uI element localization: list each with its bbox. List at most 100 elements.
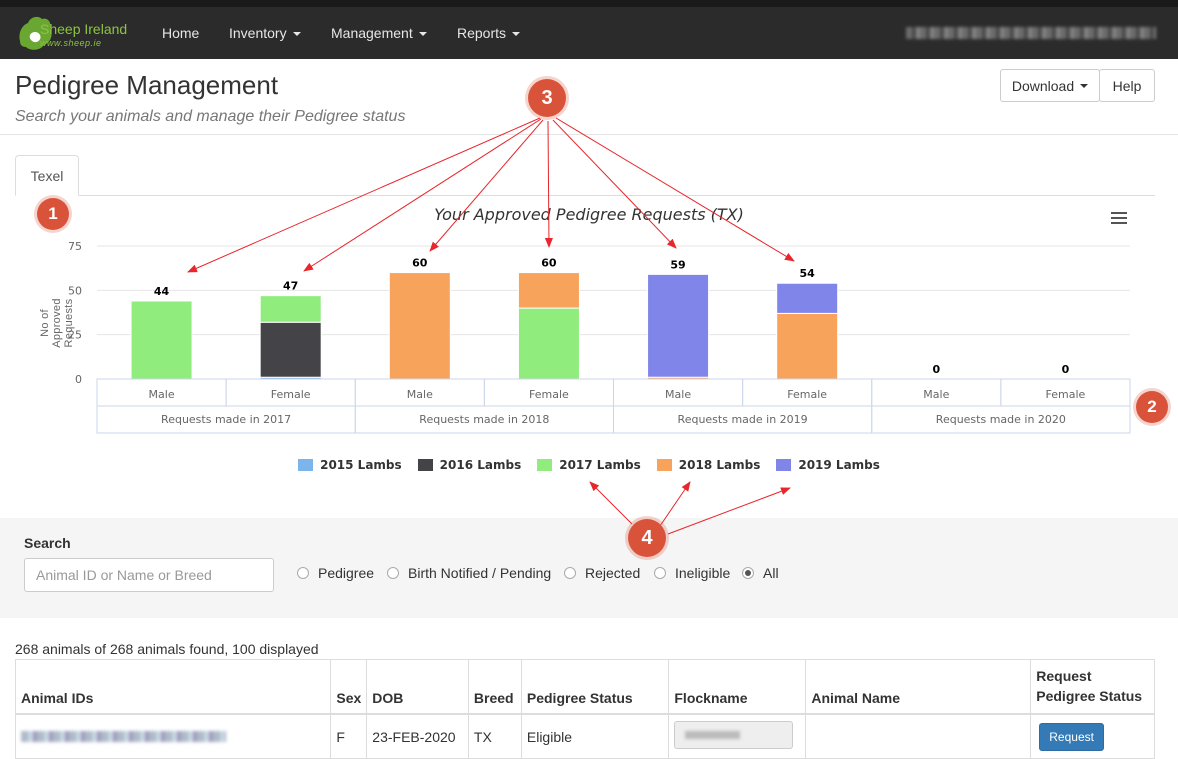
filter-pedigree-radio[interactable]: Pedigree bbox=[297, 565, 374, 581]
bar-segment bbox=[388, 272, 451, 380]
filter-rejected-radio[interactable]: Rejected bbox=[564, 565, 640, 581]
callout-4: 4 bbox=[628, 519, 666, 557]
x-tick-label: Male bbox=[923, 388, 949, 401]
legend-label: 2019 Lambs bbox=[798, 458, 880, 472]
help-button[interactable]: Help bbox=[1099, 69, 1155, 102]
sex-cell: F bbox=[330, 713, 368, 759]
y-tick-label: 50 bbox=[68, 284, 82, 297]
callout-2: 2 bbox=[1136, 391, 1168, 423]
x-tick-label: Female bbox=[1046, 388, 1086, 401]
bar-total-label: 47 bbox=[283, 280, 298, 293]
bar-segment bbox=[647, 273, 710, 378]
user-menu-redacted[interactable] bbox=[906, 27, 1156, 39]
col-animal-ids[interactable]: Animal IDs bbox=[14, 659, 332, 715]
x-tick-label: Female bbox=[529, 388, 569, 401]
y-tick-label: 0 bbox=[75, 373, 82, 386]
group-cell bbox=[871, 405, 1131, 434]
dob-cell: 23-FEB-2020 bbox=[366, 713, 469, 759]
nav-inventory[interactable]: Inventory bbox=[229, 25, 301, 41]
filter-ineligible-radio[interactable]: Ineligible bbox=[654, 565, 730, 581]
download-button[interactable]: Download bbox=[1000, 69, 1100, 102]
legend-swatch bbox=[537, 459, 553, 471]
bar-segment bbox=[776, 282, 839, 314]
animal-id-redacted bbox=[21, 730, 226, 742]
flockname-cell bbox=[668, 713, 807, 759]
x-tick-label: Male bbox=[665, 388, 691, 401]
legend-swatch bbox=[656, 459, 672, 471]
chart-legend: 2015 Lambs 2016 Lambs 2017 Lambs 2018 Lambs… bbox=[0, 458, 1178, 474]
bar-segment bbox=[130, 300, 193, 380]
legend-item[interactable]: 2017 Lambs bbox=[537, 458, 641, 472]
filter-all-radio[interactable]: All bbox=[742, 565, 779, 581]
bar-segment bbox=[517, 272, 580, 309]
filter-birth-notified-radio[interactable]: Birth Notified / Pending bbox=[387, 565, 551, 581]
x-tick-label: Female bbox=[787, 388, 827, 401]
sheep-ireland-logo[interactable] bbox=[16, 11, 136, 55]
results-table: Animal IDs Sex DOB Breed Pedigree Status… bbox=[14, 659, 1155, 759]
animal-name-cell bbox=[805, 713, 1032, 759]
y-tick-label: 75 bbox=[68, 240, 82, 253]
flockname-field[interactable] bbox=[674, 721, 794, 749]
col-request-pedigree-status[interactable]: Request Pedigree Status bbox=[1030, 659, 1155, 715]
chart-menu-icon[interactable] bbox=[1111, 212, 1127, 226]
tab-texel[interactable]: Texel bbox=[15, 155, 79, 196]
legend-swatch bbox=[417, 459, 433, 471]
legend-label: 2018 Lambs bbox=[678, 458, 761, 472]
top-navbar: Sheep Ireland www.sheep.ie Home Inventor… bbox=[0, 0, 1178, 59]
legend-item[interactable]: 2015 Lambs bbox=[298, 458, 402, 472]
caret-down-icon bbox=[512, 32, 521, 37]
table-row[interactable]: F 23-FEB-2020 TX Eligible Request bbox=[14, 713, 1155, 759]
bar-total-label: 0 bbox=[1062, 363, 1070, 376]
bar-segment bbox=[259, 295, 322, 323]
nav-reports[interactable]: Reports bbox=[457, 25, 521, 41]
legend-swatch bbox=[298, 459, 314, 471]
col-flockname[interactable]: Flockname bbox=[668, 659, 807, 715]
legend-item[interactable]: 2018 Lambs bbox=[656, 458, 761, 472]
col-animal-name[interactable]: Animal Name bbox=[805, 659, 1032, 715]
bar-segment bbox=[259, 321, 322, 378]
group-label: Requests made in 2017 bbox=[161, 413, 291, 426]
group-label: Requests made in 2018 bbox=[419, 413, 549, 426]
legend-label: 2016 Lambs bbox=[439, 458, 522, 472]
logo-url: www.sheep.ie bbox=[40, 38, 102, 48]
x-tick-label: Male bbox=[407, 388, 433, 401]
bar-segment bbox=[517, 307, 580, 380]
x-tick-label: Female bbox=[271, 388, 311, 401]
caret-down-icon bbox=[418, 32, 427, 37]
results-count: 268 animals of 268 animals found, 100 di… bbox=[15, 641, 319, 657]
legend-item[interactable]: 2019 Lambs bbox=[776, 458, 880, 472]
group-label: Requests made in 2020 bbox=[936, 413, 1066, 426]
logo-text: Sheep Ireland bbox=[40, 21, 128, 37]
col-dob[interactable]: DOB bbox=[366, 659, 469, 715]
col-sex[interactable]: Sex bbox=[330, 659, 368, 715]
callout-3: 3 bbox=[528, 79, 566, 117]
request-button[interactable]: Request bbox=[1039, 722, 1104, 751]
search-input[interactable] bbox=[24, 558, 274, 592]
col-pedigree-status[interactable]: Pedigree Status bbox=[520, 659, 670, 715]
y-tick-label: 25 bbox=[68, 329, 82, 342]
col-breed[interactable]: Breed bbox=[467, 659, 522, 715]
bar-total-label: 60 bbox=[541, 257, 557, 270]
search-label: Search bbox=[24, 535, 71, 551]
nav-management[interactable]: Management bbox=[331, 25, 427, 41]
caret-down-icon bbox=[292, 32, 301, 37]
table-header-row: Animal IDs Sex DOB Breed Pedigree Status… bbox=[14, 659, 1155, 715]
legend-swatch bbox=[776, 459, 792, 471]
legend-label: 2017 Lambs bbox=[559, 458, 641, 472]
callout-1: 1 bbox=[37, 198, 69, 230]
bar-total-label: 59 bbox=[670, 258, 685, 271]
bar-total-label: 54 bbox=[800, 267, 816, 280]
legend-item[interactable]: 2016 Lambs bbox=[417, 458, 522, 472]
request-cell: Request bbox=[1030, 713, 1155, 759]
bar-total-label: 0 bbox=[932, 363, 940, 376]
bar-segment bbox=[776, 312, 839, 380]
pedigree-status-cell: Eligible bbox=[520, 713, 670, 759]
animal-id-cell[interactable] bbox=[14, 713, 332, 759]
bar-total-label: 44 bbox=[154, 285, 170, 298]
bar-total-label: 60 bbox=[412, 257, 428, 270]
legend-label: 2015 Lambs bbox=[320, 458, 402, 472]
page-title: Pedigree Management bbox=[15, 70, 279, 100]
x-tick-label: Male bbox=[149, 388, 175, 401]
nav-home[interactable]: Home bbox=[162, 25, 200, 41]
